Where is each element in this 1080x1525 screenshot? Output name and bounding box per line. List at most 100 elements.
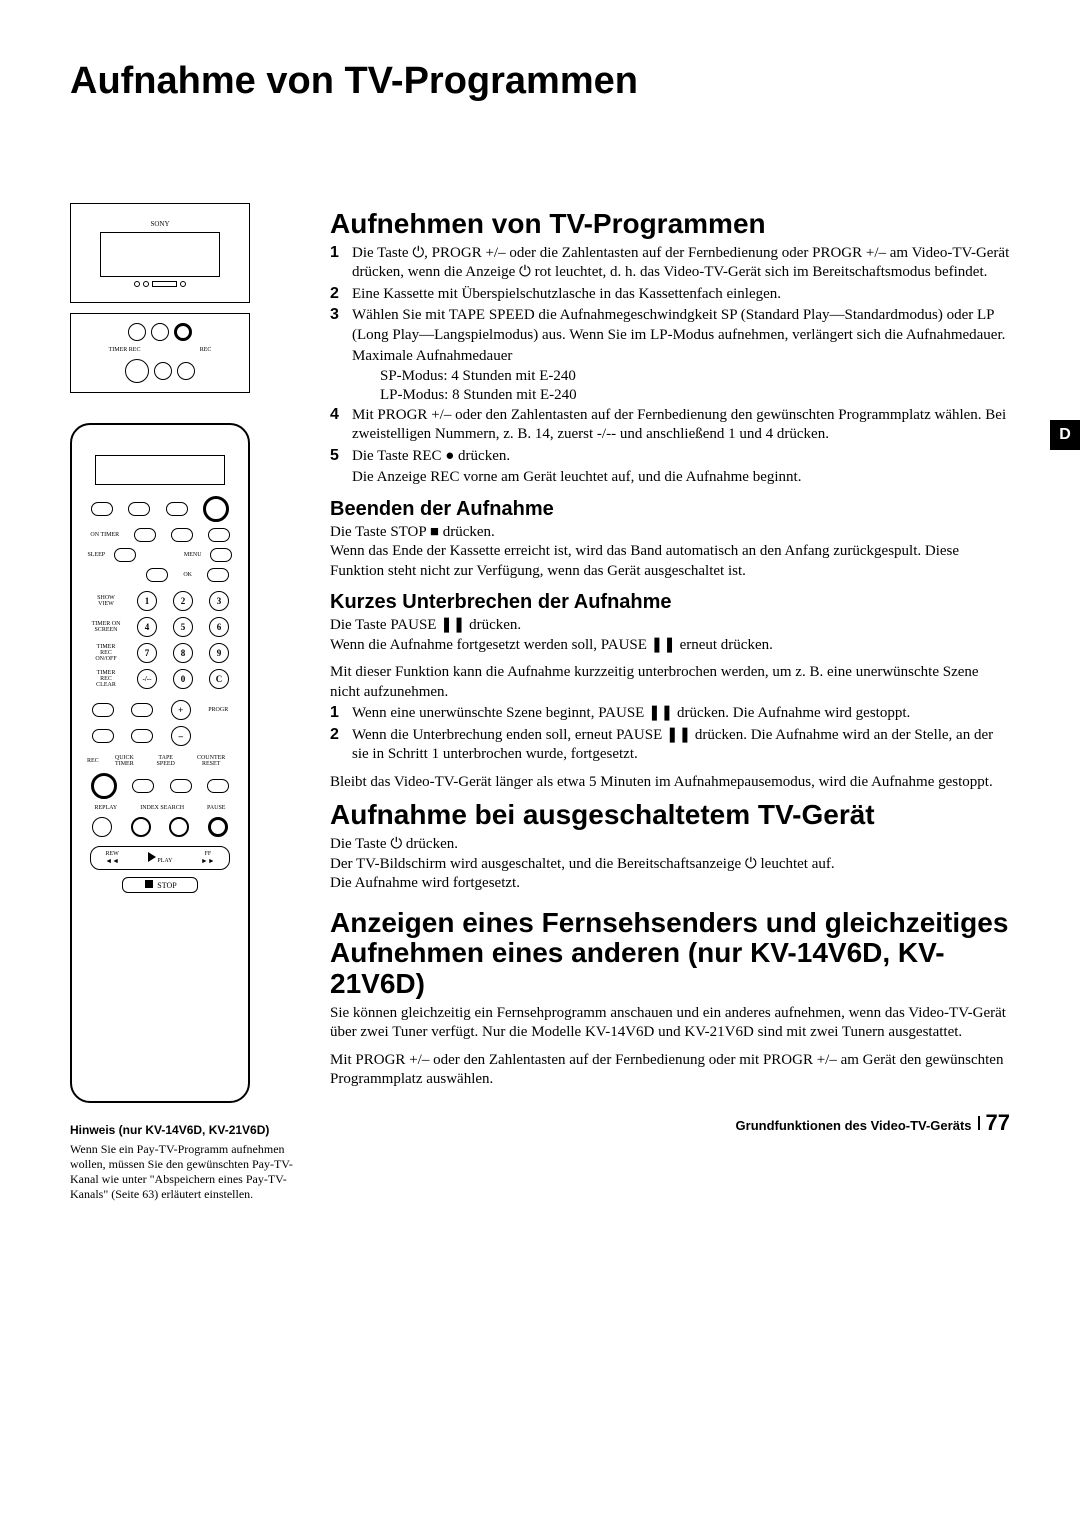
vol-button-icon	[131, 703, 153, 717]
num-c-button: C	[209, 669, 229, 689]
left-column: SONY TIMER REC REC	[70, 203, 300, 1202]
remote-display	[95, 455, 225, 485]
index-rew-button-icon	[131, 817, 151, 837]
label-index-search: INDEX SEARCH	[140, 805, 184, 811]
page-footer: Grundfunktionen des Video-TV-Geräts 77	[330, 1110, 1010, 1136]
sub1-p1: Die Taste STOP ■ drücken.	[330, 523, 1010, 543]
step-number: 5	[330, 447, 352, 467]
panel-button-icon	[154, 362, 172, 380]
sub1-title: Beenden der Aufnahme	[330, 498, 1010, 521]
tape-speed-button-icon	[170, 779, 192, 793]
on-timer-button-icon	[134, 528, 156, 542]
step-text: Die Taste REC ● drücken.	[352, 447, 510, 467]
vol-button-icon	[131, 729, 153, 743]
mute-button-icon	[128, 502, 150, 516]
num-2-button: 2	[173, 591, 193, 611]
step-text: Eine Kassette mit Überspielschutzlasche …	[352, 285, 781, 305]
stop-button-icon: STOP	[122, 877, 197, 893]
slot-icon	[152, 281, 177, 287]
panel-button-icon	[174, 323, 192, 341]
step-number: 3	[330, 306, 352, 345]
eject-button-icon	[91, 502, 113, 516]
section1-steps: 1Die Taste ⏻, PROGR +/– oder die Zahlent…	[330, 244, 1010, 346]
step-text: Die Taste ⏻, PROGR +/– oder die Zahlenta…	[352, 244, 1010, 283]
replay-button-icon	[92, 817, 112, 837]
label-quick-timer: QUICK TIMER	[107, 755, 142, 767]
sub2-title: Kurzes Unterbrechen der Aufnahme	[330, 591, 1010, 614]
label-counter-reset: COUNTER RESET	[189, 755, 233, 767]
step-number: 4	[330, 406, 352, 445]
label-replay: REPLAY	[94, 805, 117, 811]
label-timer-rec-clear: TIMER REC CLEAR	[91, 670, 121, 688]
sub2-p2: Wenn die Aufnahme fortgesetzt werden sol…	[330, 636, 1010, 656]
num-7-button: 7	[137, 643, 157, 663]
panel-label: TIMER REC	[109, 347, 141, 353]
step-text: Wenn eine unerwünschte Szene beginnt, PA…	[352, 704, 910, 724]
label-pause: PAUSE	[207, 805, 225, 811]
label-rec: REC	[87, 758, 99, 764]
num-4-button: 4	[137, 617, 157, 637]
progr-minus-button: –	[171, 726, 191, 746]
sleep-button-icon	[114, 548, 136, 562]
section2-title: Aufnahme bei ausgeschaltetem TV-Gerät	[330, 800, 1010, 831]
screen-shape	[100, 232, 220, 277]
knob-icon	[134, 281, 140, 287]
panel-label: REC	[200, 347, 212, 353]
label-stop: STOP	[157, 881, 176, 890]
num-dash-button: -/--	[137, 669, 157, 689]
label-tape-speed: TAPE SPEED	[150, 755, 181, 767]
label-menu: MENU	[184, 552, 202, 558]
label-on-timer: ON TIMER	[90, 532, 119, 538]
display-button-icon	[171, 528, 193, 542]
vol-button-icon	[92, 703, 114, 717]
num-0-button: 0	[173, 669, 193, 689]
power-button-icon	[203, 496, 229, 522]
num-1-button: 1	[137, 591, 157, 611]
page-number: 77	[986, 1110, 1010, 1136]
num-3-button: 3	[209, 591, 229, 611]
sub2-p1: Die Taste PAUSE ❚❚ drücken.	[330, 616, 1010, 636]
hinweis-text: Wenn Sie ein Pay-TV-Programm aufnehmen w…	[70, 1142, 300, 1202]
step-number: 2	[330, 285, 352, 305]
label-ok: OK	[183, 572, 192, 578]
sub1-p2: Wenn das Ende der Kassette erreicht ist,…	[330, 542, 1010, 581]
ok-button-icon	[207, 568, 229, 582]
pause-button-icon	[208, 817, 228, 837]
section3-p1: Sie können gleichzeitig ein Fernsehprogr…	[330, 1004, 1010, 1043]
step-text: Mit PROGR +/– oder den Zahlentasten auf …	[352, 406, 1010, 445]
vol-button-icon	[92, 729, 114, 743]
num-8-button: 8	[173, 643, 193, 663]
footer-section-name: Grundfunktionen des Video-TV-Geräts	[736, 1118, 972, 1133]
knob-icon	[180, 281, 186, 287]
step5-sub: Die Anzeige REC vorne am Gerät leuchtet …	[352, 468, 1010, 488]
hinweis-title: Hinweis (nur KV-14V6D, KV-21V6D)	[70, 1123, 300, 1137]
remote-control-illustration: ON TIMER SLEEP MENU OK SHOW VIEW 1 2	[70, 423, 250, 1103]
main-layout: SONY TIMER REC REC	[70, 203, 1010, 1202]
section1-title: Aufnehmen von TV-Programmen	[330, 209, 1010, 240]
nav-button-icon	[146, 568, 168, 582]
index-ff-button-icon	[169, 817, 189, 837]
step3-sub2: SP-Modus: 4 Stunden mit E-240	[380, 367, 1010, 387]
tv-button-icon	[166, 502, 188, 516]
step3-sub1: Maximale Aufnahmedauer	[352, 347, 1010, 367]
label-sleep: SLEEP	[87, 552, 105, 558]
sub2-steps: 1Wenn eine unerwünschte Szene beginnt, P…	[330, 704, 1010, 765]
page-title: Aufnahme von TV-Programmen	[70, 60, 1010, 103]
sub2-p4: Bleibt das Video-TV-Gerät länger als etw…	[330, 773, 1010, 793]
ff-arrows-icon: ►►	[201, 857, 215, 865]
device-brand: SONY	[150, 220, 169, 228]
input-button-icon	[208, 528, 230, 542]
section2-p2: Der TV-Bildschirm wird ausgeschaltet, un…	[330, 855, 1010, 875]
menu-button-icon	[210, 548, 232, 562]
step-text: Wenn die Unterbrechung enden soll, erneu…	[352, 726, 1010, 765]
panel-button-icon	[125, 359, 149, 383]
section2-p1: Die Taste ⏻ drücken.	[330, 835, 1010, 855]
stop-square-icon	[145, 880, 153, 888]
section3-p2: Mit PROGR +/– oder den Zahlentasten auf …	[330, 1051, 1010, 1090]
panel-button-icon	[177, 362, 195, 380]
rew-arrows-icon: ◄◄	[105, 857, 119, 865]
quick-timer-button-icon	[132, 779, 154, 793]
panel-button-icon	[128, 323, 146, 341]
section-tab: D	[1050, 420, 1080, 450]
label-show-view: SHOW VIEW	[91, 595, 121, 607]
